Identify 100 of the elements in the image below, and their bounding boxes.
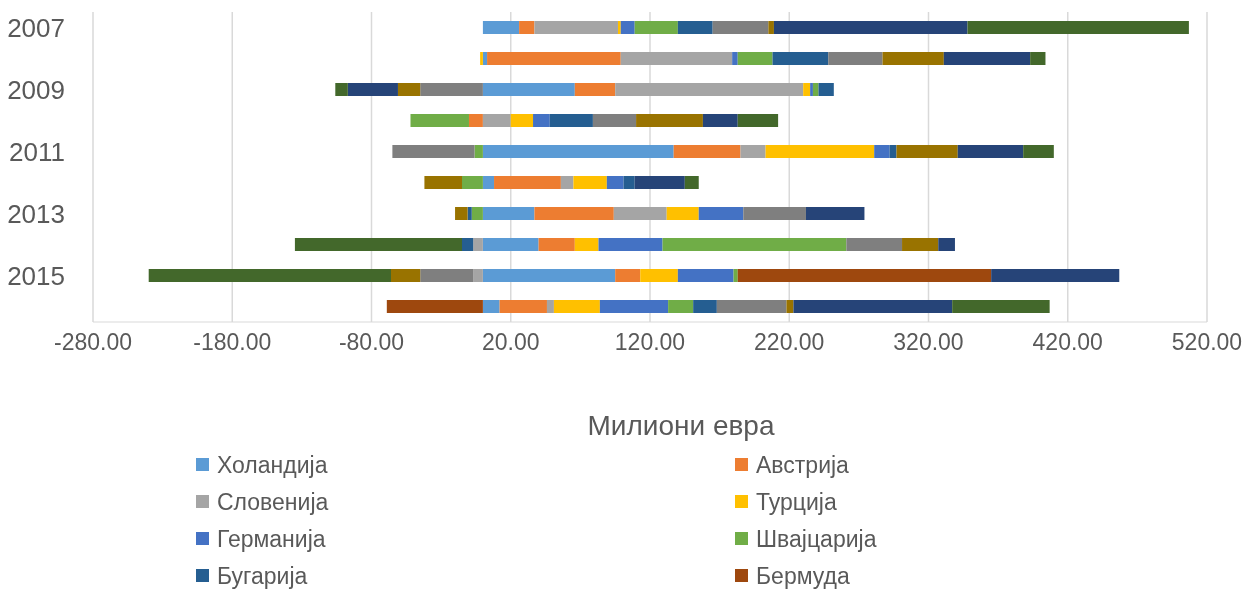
bar (424, 176, 463, 189)
bar (623, 176, 635, 189)
bar (499, 300, 547, 313)
bar (810, 83, 813, 96)
bar (471, 207, 483, 220)
bar (613, 207, 667, 220)
bar (482, 176, 495, 189)
bar (677, 269, 734, 282)
bar (620, 52, 733, 65)
bar (737, 114, 779, 127)
bar (634, 21, 678, 34)
bar (482, 238, 539, 251)
bar (737, 52, 773, 65)
bar (902, 238, 939, 251)
bar (294, 238, 463, 251)
bar (598, 238, 663, 251)
bar (712, 21, 769, 34)
bar (693, 300, 717, 313)
legend-label: Германија (217, 525, 326, 552)
bar (482, 21, 520, 34)
x-axis-title: Милиони евра (586, 410, 776, 442)
bar (846, 238, 903, 251)
bar (420, 269, 474, 282)
bar (494, 176, 561, 189)
bar (615, 269, 641, 282)
bar (510, 114, 534, 127)
bar (803, 83, 811, 96)
bar (716, 300, 787, 313)
bar (740, 145, 766, 158)
bar (967, 21, 1189, 34)
bar (462, 238, 474, 251)
y-tick-label: 2009 (7, 74, 65, 105)
bar (473, 238, 483, 251)
x-tick-label: 520.00 (1171, 329, 1243, 356)
bar (702, 114, 738, 127)
bar (574, 238, 599, 251)
bar (606, 176, 624, 189)
bar (482, 269, 616, 282)
bar (805, 207, 865, 220)
bar (482, 52, 488, 65)
bar (534, 21, 618, 34)
bar (347, 83, 398, 96)
bar (957, 145, 1024, 158)
legend-label: Австрија (756, 451, 849, 478)
x-tick-label: -180.00 (193, 329, 272, 356)
bar (148, 269, 391, 282)
x-tick-label: 320.00 (893, 329, 964, 356)
bar (952, 300, 1050, 313)
bar (553, 300, 600, 313)
bar (677, 21, 713, 34)
bar (874, 145, 890, 158)
bar (573, 176, 607, 189)
bar (335, 83, 348, 96)
bar (392, 145, 475, 158)
bar (882, 52, 944, 65)
bar (698, 207, 744, 220)
y-tick-label: 2015 (7, 260, 65, 291)
bar (538, 238, 575, 251)
bar (684, 176, 699, 189)
bar (818, 83, 834, 96)
bar (467, 207, 472, 220)
bar (743, 207, 806, 220)
bar (482, 83, 575, 96)
bar (549, 114, 593, 127)
bar (617, 21, 621, 34)
legend-label: Турција (756, 488, 837, 515)
y-tick-label: 2011 (9, 136, 65, 167)
bar (765, 145, 875, 158)
bar (662, 238, 847, 251)
bar (468, 114, 483, 127)
bar (772, 52, 829, 65)
x-tick-label: 420.00 (1032, 329, 1103, 356)
bar (768, 21, 774, 34)
bar (737, 269, 992, 282)
bar (786, 300, 794, 313)
bar (615, 83, 804, 96)
x-tick-label: 120.00 (614, 329, 686, 356)
bar (592, 114, 637, 127)
bar (397, 83, 421, 96)
bar (812, 83, 819, 96)
legend-label: Словенија (217, 488, 329, 515)
x-tick-label: 20.00 (481, 329, 540, 356)
bar (733, 269, 738, 282)
y-tick-label: 2007 (7, 12, 65, 43)
bar (896, 145, 958, 158)
bar (386, 300, 483, 313)
bar (482, 114, 511, 127)
bar (482, 300, 500, 313)
bar (519, 21, 535, 34)
bar (773, 21, 968, 34)
x-tick-label: -80.00 (338, 329, 405, 356)
bar (480, 52, 483, 65)
bar (620, 21, 635, 34)
bar (634, 176, 685, 189)
bar (473, 269, 483, 282)
bar (1030, 52, 1046, 65)
bar (462, 176, 483, 189)
bar (673, 145, 741, 158)
legend-label: Бугарија (217, 562, 308, 589)
bar (668, 300, 694, 313)
